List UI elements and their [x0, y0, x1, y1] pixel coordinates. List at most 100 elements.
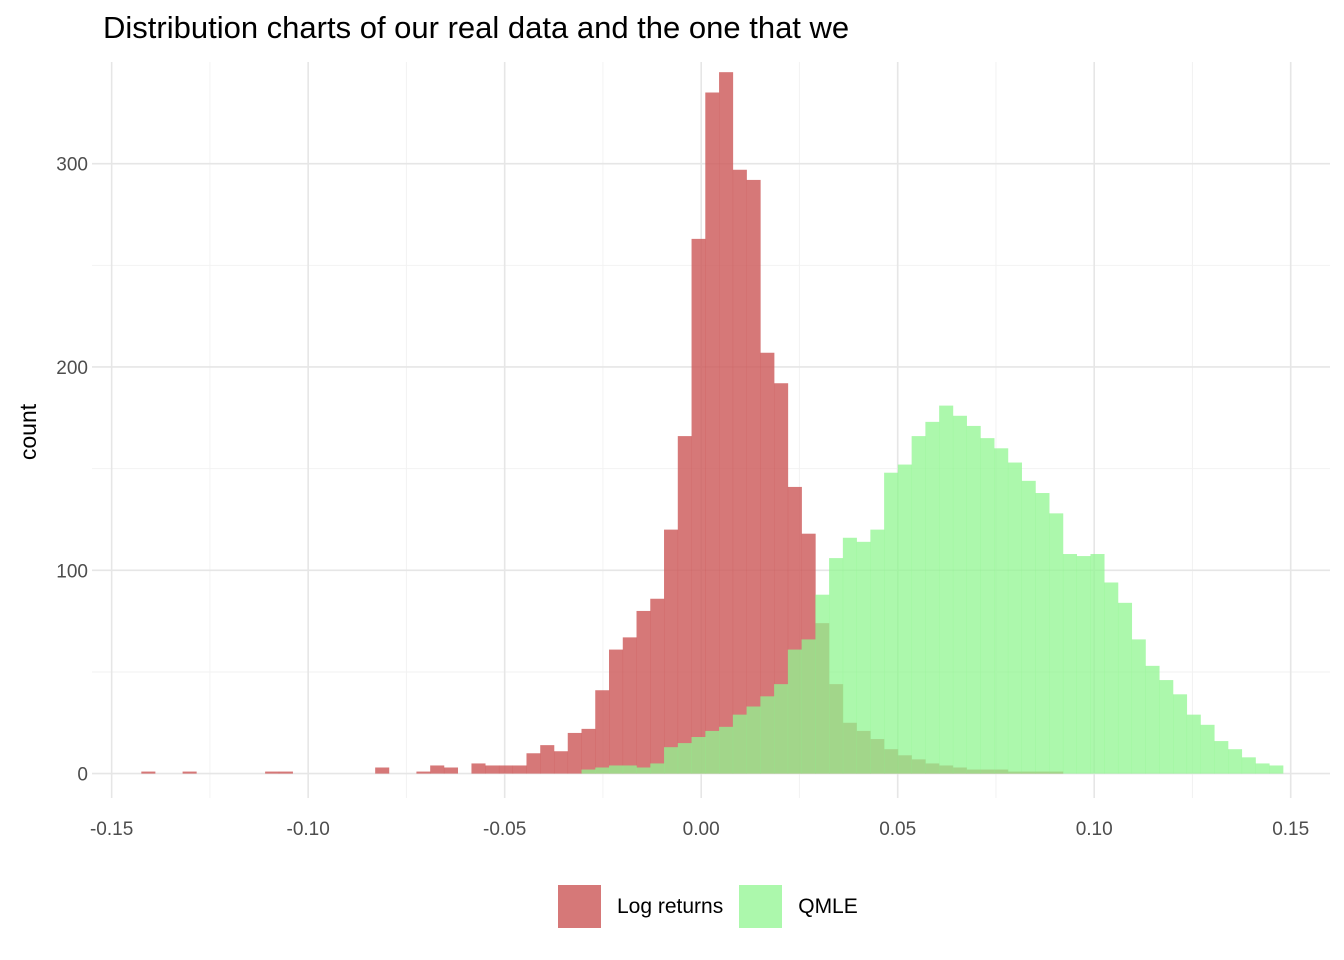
- histogram-bar: [1269, 765, 1284, 774]
- histogram-bar: [787, 649, 802, 774]
- x-tick-label: -0.15: [90, 819, 133, 840]
- histogram-bar: [719, 72, 734, 774]
- histogram-bar: [581, 769, 596, 774]
- y-tick-label: 0: [77, 765, 88, 786]
- histogram-bar: [512, 765, 527, 774]
- x-tick-label: 0.05: [879, 819, 916, 840]
- histogram-bar: [1172, 694, 1188, 774]
- histogram-bar: [1062, 554, 1078, 774]
- histogram-bar: [1049, 513, 1064, 774]
- histogram-bar: [870, 529, 885, 774]
- histogram-bar: [952, 415, 967, 774]
- histogram-bar: [526, 753, 541, 774]
- histogram-bar: [622, 765, 637, 774]
- histogram-bar: [553, 751, 569, 774]
- histogram-bar: [719, 726, 734, 774]
- histogram-bar: [636, 610, 651, 774]
- histogram-bar: [815, 594, 830, 774]
- y-tick-label: 200: [56, 358, 88, 379]
- histogram-bar: [691, 737, 706, 774]
- y-tick-label: 100: [56, 561, 88, 582]
- histogram-bar: [609, 649, 624, 774]
- histogram-bar: [265, 771, 280, 774]
- histogram-bar: [1145, 665, 1160, 774]
- histogram-bar: [1200, 724, 1215, 774]
- histogram-bar: [1076, 556, 1091, 774]
- legend-label-log-returns: Log returns: [617, 894, 724, 918]
- histogram-bar: [1214, 741, 1229, 774]
- histogram-bar: [705, 730, 720, 774]
- histogram-bar: [540, 745, 555, 774]
- histogram-bar: [485, 765, 500, 774]
- histogram-bar: [278, 771, 293, 774]
- histogram-bar: [141, 771, 156, 774]
- y-tick-label: 300: [56, 155, 88, 176]
- histogram-bar: [1035, 493, 1050, 774]
- axis-labels: -0.15 -0.10 -0.05 0.00 0.05 0.10 0.15 0 100 200 30…: [56, 155, 1309, 840]
- histogram-bar: [829, 558, 844, 774]
- histogram-bar: [774, 684, 789, 774]
- histogram-bar: [705, 92, 720, 774]
- histogram-bar: [760, 696, 775, 774]
- histogram-bar: [677, 743, 692, 774]
- histogram-bar: [939, 405, 954, 774]
- histogram-bar: [498, 765, 514, 774]
- x-tick-label: 0.15: [1272, 819, 1309, 840]
- histogram-bar: [1117, 602, 1133, 774]
- legend-swatch-qmle: [739, 885, 783, 928]
- histogram-bar: [471, 763, 486, 774]
- histogram-bar: [1186, 714, 1201, 774]
- histogram-bar: [1255, 763, 1270, 774]
- x-tick-label: -0.10: [287, 819, 330, 840]
- histogram-bars: [141, 72, 1284, 774]
- histogram-bar: [581, 728, 596, 774]
- histogram-bar: [911, 436, 926, 774]
- histogram-bar: [746, 179, 761, 774]
- histogram-bar: [1228, 749, 1243, 774]
- grid-lines: [92, 62, 1330, 798]
- histogram-bar: [664, 529, 679, 774]
- histogram-bar: [842, 537, 857, 774]
- histogram-bar: [664, 747, 679, 774]
- histogram-bar: [1007, 462, 1022, 774]
- histogram-bar: [443, 767, 459, 774]
- y-axis-label: count: [15, 403, 41, 460]
- x-tick-label: -0.05: [483, 819, 526, 840]
- histogram-bar: [732, 714, 747, 774]
- histogram-bar: [980, 438, 995, 774]
- legend: Log returns QMLE: [558, 885, 874, 928]
- histogram-bar: [732, 169, 747, 774]
- histogram-bar: [856, 541, 871, 774]
- histogram-bar: [1104, 582, 1119, 774]
- histogram-bar: [609, 765, 624, 774]
- histogram-bar: [884, 472, 899, 774]
- histogram-bar: [622, 637, 637, 774]
- legend-item-log-returns: Log returns: [558, 885, 723, 928]
- series-qmle: [581, 405, 1284, 774]
- histogram-bar: [1159, 680, 1174, 774]
- histogram-bar: [774, 383, 789, 774]
- x-tick-label: 0.10: [1076, 819, 1113, 840]
- histogram-bar: [746, 706, 761, 774]
- histogram-bar: [595, 690, 610, 774]
- histogram-bar: [416, 771, 431, 774]
- histogram-bar: [966, 425, 981, 774]
- histogram-bar: [691, 238, 706, 774]
- histogram-bar: [994, 448, 1009, 774]
- histogram-bar: [760, 352, 775, 774]
- histogram-bar: [897, 464, 912, 774]
- histogram-bar: [1090, 554, 1105, 774]
- histogram-bar: [677, 436, 692, 774]
- histogram-bar: [1241, 757, 1256, 774]
- histogram-bar: [567, 732, 582, 774]
- histogram-bar: [430, 765, 445, 774]
- histogram-bar: [1131, 639, 1146, 774]
- histogram-bar: [1021, 480, 1036, 774]
- histogram-bar: [801, 639, 816, 774]
- histogram-bar: [650, 763, 665, 774]
- histogram-bar: [182, 771, 197, 774]
- legend-item-qmle: QMLE: [739, 885, 858, 928]
- histogram-bar: [650, 598, 665, 774]
- x-tick-label: 0.00: [683, 819, 720, 840]
